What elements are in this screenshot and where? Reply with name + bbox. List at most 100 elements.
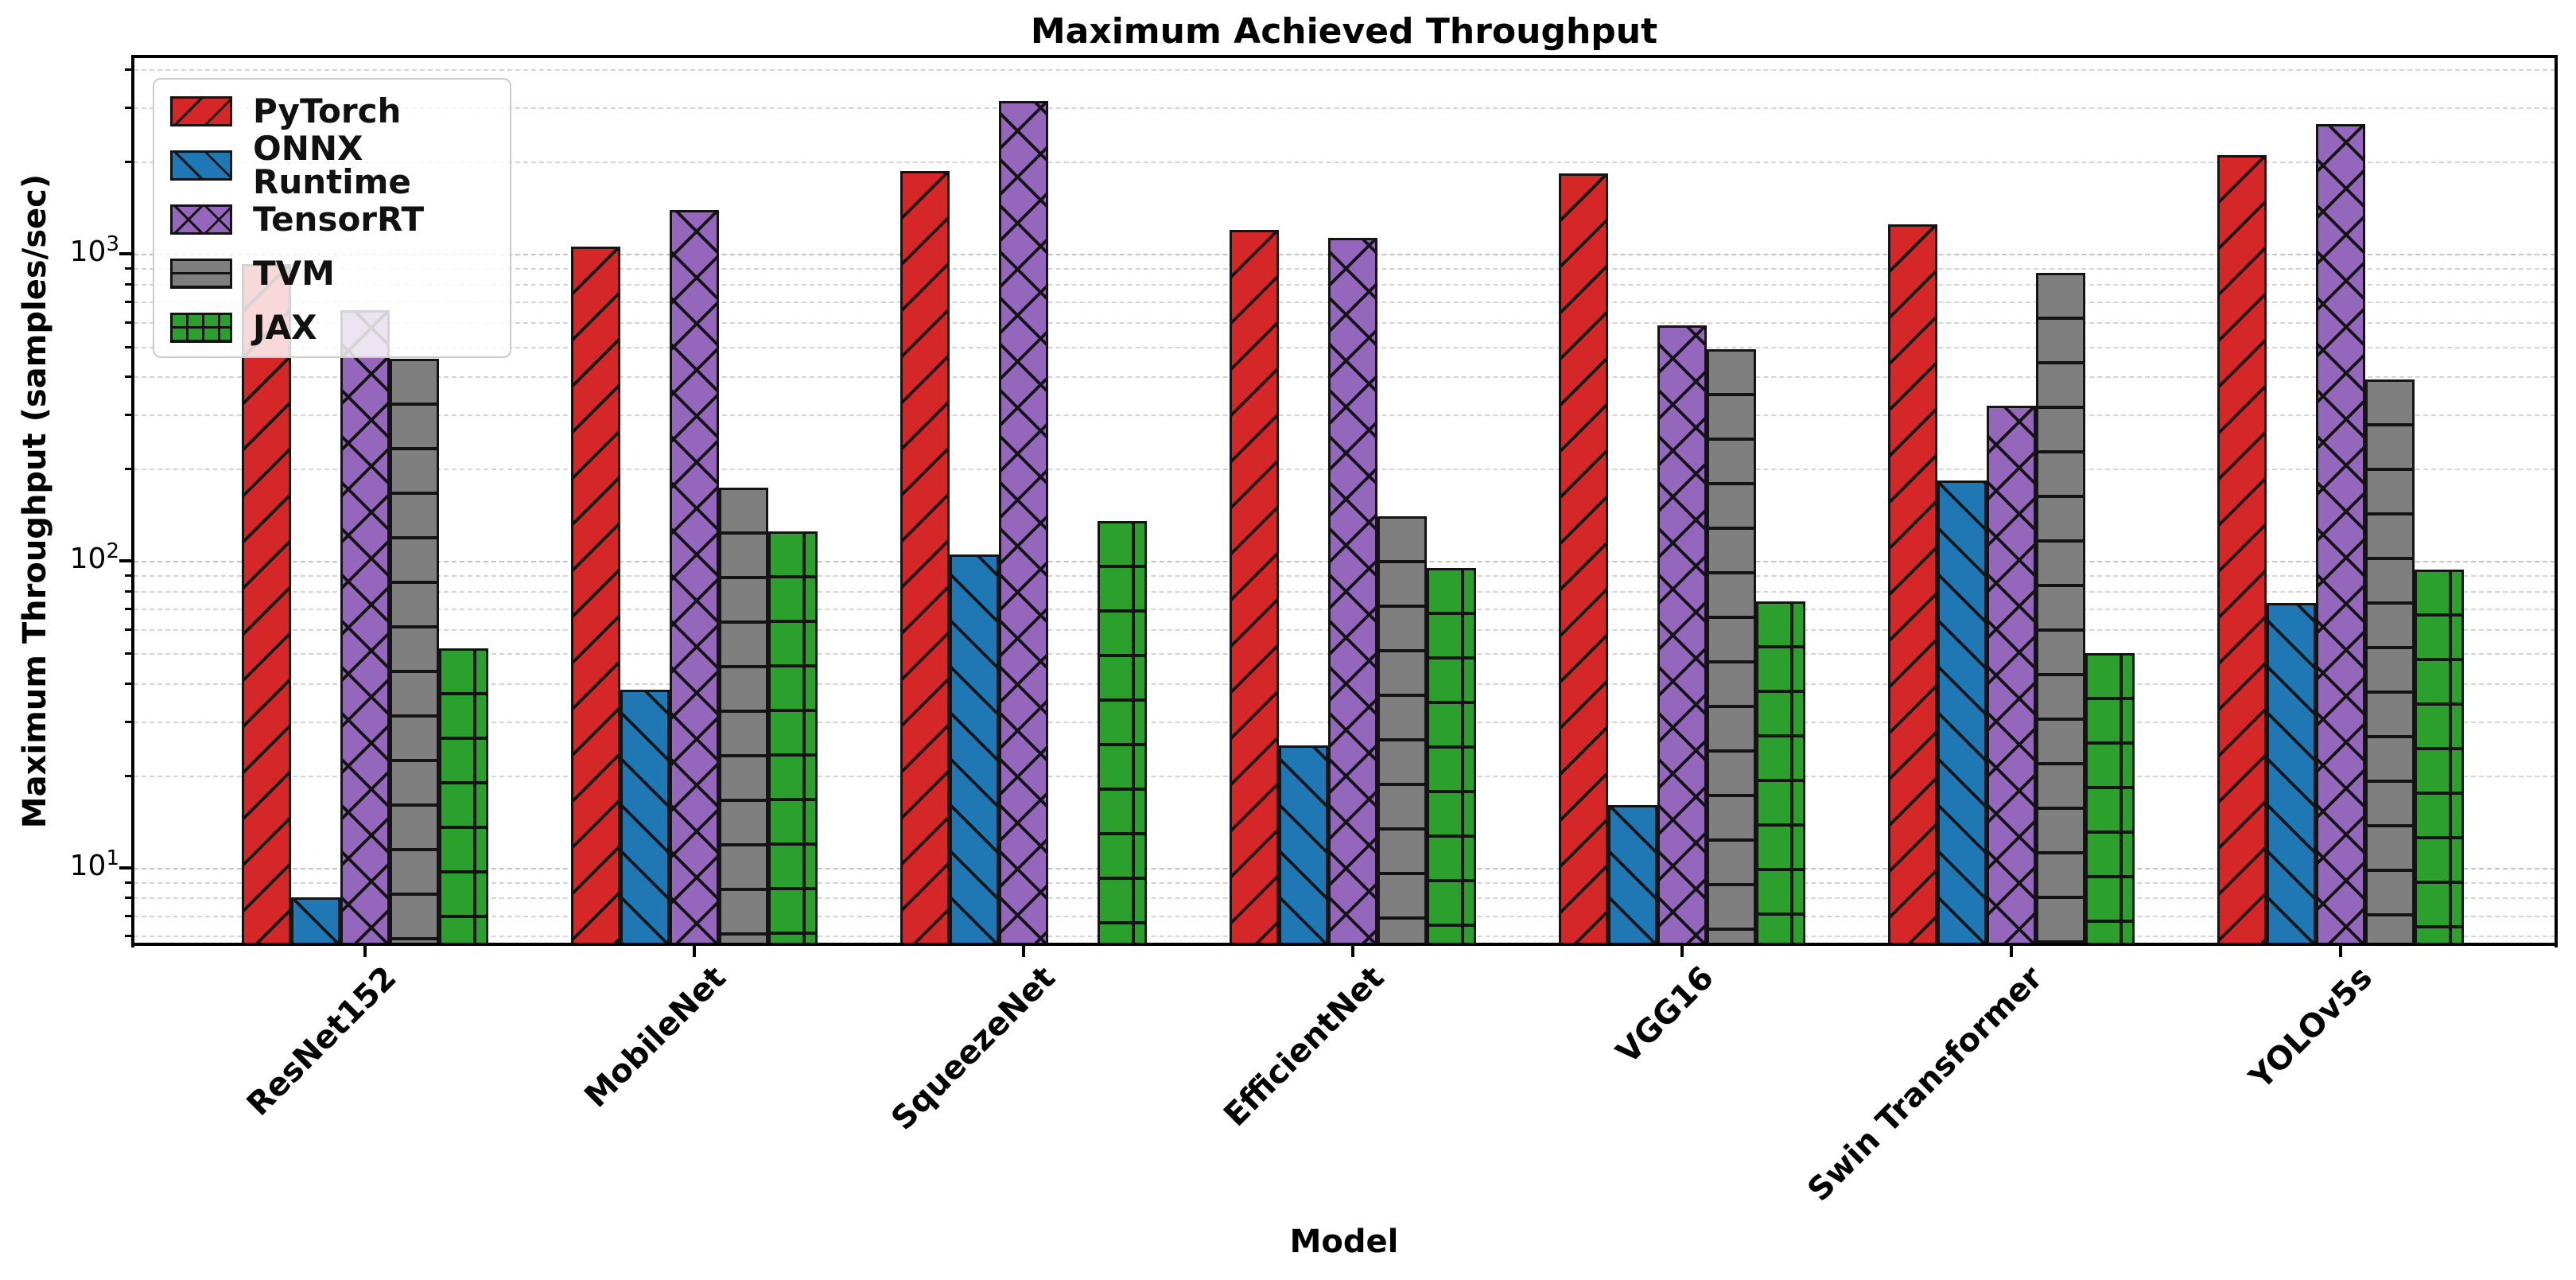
bar-tensorrt-mobilenet [670,210,719,945]
y-minor-tick [125,282,132,286]
y-minor-tick [125,414,132,417]
y-minor-tick [125,881,132,884]
bar-pytorch-mobilenet [571,246,620,945]
bar-onnx-runtime-swin-transformer [1937,480,1987,945]
y-minor-tick [125,914,132,917]
legend-item-label: ONNX Runtime [253,129,411,201]
bar-pytorch-squeezenet [900,170,950,945]
bar-tvm-swin-transformer [2036,272,2085,945]
bar-tvm-efficientnet [1377,516,1427,945]
bar-jax-vgg16 [1756,601,1805,945]
y-minor-tick [125,652,132,656]
x-tick-label-resnet152: ResNet152 [239,959,404,1123]
bar-onnx-runtime-yolov5s [2267,602,2316,945]
bar-pytorch-vgg16 [1559,173,1608,945]
bar-jax-mobilenet [768,531,818,945]
x-tick-label-swin-transformer: Swin Transformer [1801,959,2050,1209]
chart-title: Maximum Achieved Throughput [1030,11,1658,52]
x-tick [693,946,696,957]
y-minor-tick [125,682,132,685]
bar-tensorrt-squeezenet [999,101,1048,945]
legend-swatch-icon [170,259,232,289]
bar-tensorrt-yolov5s [2316,124,2365,945]
legend-swatch-icon [170,204,232,235]
y-minor-tick [125,345,132,348]
x-tick [2010,946,2013,957]
bar-tensorrt-efficientnet [1328,237,1377,945]
x-tick [363,946,367,957]
x-tick-label-efficientnet: EfficientNet [1217,959,1392,1134]
bar-onnx-runtime-efficientnet [1279,745,1328,945]
legend-item-label: JAX [253,308,317,347]
legend-item-tvm: TVM [170,247,494,301]
bar-jax-yolov5s [2415,569,2464,945]
legend-item-label: TVM [253,254,335,293]
y-major-tick [119,252,132,256]
spine-bottom [131,943,2558,946]
y-minor-tick [125,897,132,900]
y-major-tick [119,866,132,870]
y-tick-label: 101 [69,846,119,882]
x-tick-label-squeezenet: SqueezeNet [884,959,1063,1138]
gridline-minor [134,107,2555,110]
y-minor-tick [125,774,132,777]
legend: PyTorch ONNX Runtime TensorRT TVM JAX [153,78,511,358]
x-axis-label: Model [1289,1224,1399,1260]
y-minor-tick [125,628,132,631]
spine-left [131,55,134,947]
bar-onnx-runtime-vgg16 [1608,805,1657,945]
bar-pytorch-yolov5s [2217,155,2267,945]
legend-item-onnx-runtime: ONNX Runtime [170,132,494,199]
bar-tensorrt-resnet152 [340,310,390,945]
x-tick [1680,946,1684,957]
y-minor-tick [125,589,132,593]
y-minor-tick [125,301,132,304]
bar-tvm-resnet152 [390,359,439,945]
bar-onnx-runtime-squeezenet [950,554,999,945]
y-minor-tick [125,321,132,324]
bar-pytorch-efficientnet [1230,229,1279,945]
y-minor-tick [125,468,132,471]
y-minor-tick [125,574,132,577]
x-tick [1351,946,1354,957]
y-minor-tick [125,375,132,378]
y-tick-label: 103 [69,232,119,269]
bar-tensorrt-vgg16 [1657,325,1707,945]
x-tick [2339,946,2342,957]
bar-onnx-runtime-mobilenet [620,690,670,945]
spine-right [2555,55,2558,947]
y-tick-label: 102 [69,539,119,576]
bar-jax-resnet152 [439,648,488,945]
bar-pytorch-resnet152 [242,263,291,945]
gridline-minor [134,69,2555,72]
y-minor-tick [125,107,132,110]
legend-item-jax: JAX [170,301,494,355]
bar-tvm-vgg16 [1707,348,1756,945]
y-minor-tick [125,161,132,164]
bar-onnx-runtime-resnet152 [291,897,340,945]
y-minor-tick [125,935,132,938]
legend-swatch-icon [170,96,232,126]
y-minor-tick [125,68,132,72]
bar-tvm-yolov5s [2365,379,2415,945]
bar-jax-swin-transformer [2085,653,2135,945]
legend-swatch-icon [170,150,232,181]
legend-item-label: TensorRT [253,200,425,239]
x-tick [1022,946,1025,957]
y-axis-label: Maximum Throughput (samples/sec) [17,173,53,829]
y-minor-tick [125,720,132,723]
x-tick-label-yolov5s: YOLOv5s [2242,959,2380,1097]
y-minor-tick [125,607,132,610]
x-tick-label-vgg16: VGG16 [1609,959,1721,1072]
y-major-tick [119,559,132,563]
bar-pytorch-swin-transformer [1888,224,1937,945]
bar-tensorrt-swin-transformer [1987,406,2036,945]
bar-tvm-mobilenet [719,488,768,945]
x-tick-label-mobilenet: MobileNet [577,959,733,1115]
bar-jax-squeezenet [1098,520,1147,945]
legend-item-pytorch: PyTorch [170,84,494,138]
legend-swatch-icon [170,313,232,343]
bar-jax-efficientnet [1427,567,1476,945]
legend-item-label: PyTorch [253,91,402,130]
